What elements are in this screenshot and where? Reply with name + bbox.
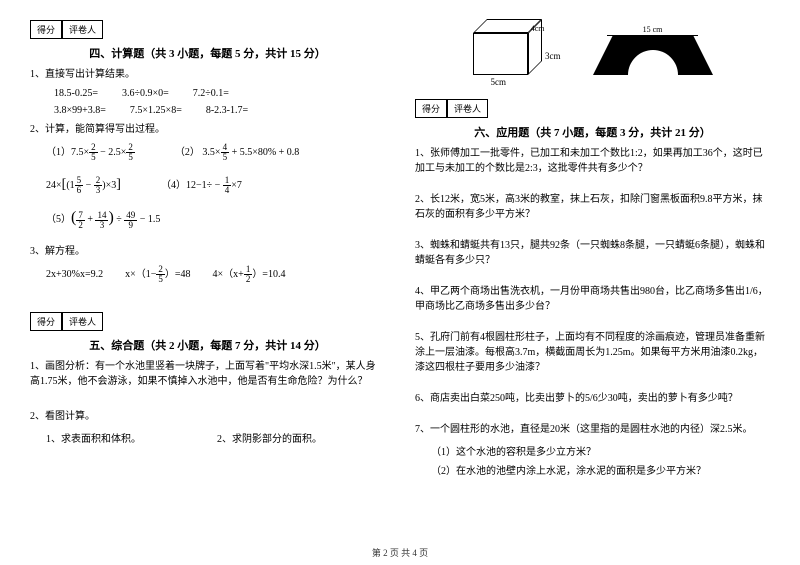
fraction: 72 xyxy=(76,211,85,230)
grader-label: 评卷人 xyxy=(447,99,488,118)
page-footer: 第 2 页 共 4 页 xyxy=(0,546,800,559)
section-4-title: 四、计算题（共 3 小题，每题 5 分，共计 15 分） xyxy=(30,45,385,61)
expr-text: ×3 xyxy=(106,180,117,191)
expr-4: （4）12−1÷ − 14×7 xyxy=(161,176,242,195)
expr-text: （4）12−1÷ xyxy=(161,180,212,191)
score-box: 得分 评卷人 xyxy=(30,20,103,39)
expr-text: − 2.5× xyxy=(98,147,127,158)
cube-depth-label: 3cm xyxy=(545,51,561,61)
calc-expr: 7.5×1.25×8= xyxy=(130,105,182,116)
q5-2a: 1、求表面积和体积。 xyxy=(46,430,141,445)
expr-row-2: 24×[(156 − 23)×3] （4）12−1÷ − 14×7 xyxy=(46,176,385,195)
score-label: 得分 xyxy=(30,20,62,39)
expr-text: （1）7.5× xyxy=(46,147,89,158)
fraction: 56 xyxy=(75,176,84,195)
expr-3: 24×[(156 − 23)×3] xyxy=(46,176,121,195)
fraction: 25 xyxy=(126,143,135,162)
calc-expr: 3.8×99+3.8= xyxy=(54,105,106,116)
expr-text: − xyxy=(212,180,223,191)
grader-label: 评卷人 xyxy=(62,20,103,39)
trapezoid-icon xyxy=(593,35,713,75)
expr-row-1: （1）7.5×25 − 2.5×25 （2） 3.5×45 + 5.5×80% … xyxy=(46,143,385,162)
fraction: 499 xyxy=(124,211,137,230)
cube-height-label: 4cm xyxy=(531,24,545,33)
equation: 2x+30%x=9.2 xyxy=(46,269,103,280)
fraction: 25 xyxy=(156,265,165,284)
section-6-title: 六、应用题（共 7 小题，每题 3 分，共计 21 分） xyxy=(415,124,770,140)
q6-6: 6、商店卖出白菜250吨，比卖出萝卜的5/6少30吨，卖出的萝卜有多少吨？ xyxy=(415,391,770,406)
calc-row-2: 3.8×99+3.8= 7.5×1.25×8= 8-2.3-1.7= xyxy=(54,105,385,116)
expr-row-3: （5）(72 + 143) ÷ 499 − 1.5 xyxy=(46,209,385,229)
calc-expr: 18.5-0.25= xyxy=(54,88,98,99)
q5-2-subs: 1、求表面积和体积。 2、求阴影部分的面积。 xyxy=(30,430,385,449)
left-column: 得分 评卷人 四、计算题（共 3 小题，每题 5 分，共计 15 分） 1、直接… xyxy=(30,20,385,481)
q5-2b: 2、求阴影部分的面积。 xyxy=(217,430,322,445)
fraction: 143 xyxy=(95,211,108,230)
equation: x×（1−25）=48 xyxy=(125,265,190,284)
calc-expr: 3.6÷0.9×0= xyxy=(122,88,169,99)
expr-text: − 1.5 xyxy=(137,214,160,225)
q6-7a: （1）这个水池的容积是多少立方米？ xyxy=(431,443,770,458)
q6-7: 7、一个圆柱形的水池，直径是20米（这里指的是圆柱水池的内径）深2.5米。 xyxy=(415,422,770,437)
expr-text: 24× xyxy=(46,180,62,191)
trapezoid-figure: 15 cm xyxy=(593,24,713,75)
right-column: 4cm 3cm 5cm 15 cm 得分 评卷人 六、应用题（共 7 小题，每题… xyxy=(415,20,770,481)
q6-4: 4、甲乙两个商场出售洗衣机，一月份甲商场共售出980台，比乙商场多售出1/6，甲… xyxy=(415,284,770,314)
q6-2: 2、长12米，宽5米，高3米的教室，抹上石灰，扣除门窗黑板面积9.8平方米，抹石… xyxy=(415,192,770,222)
score-box: 得分 评卷人 xyxy=(30,312,103,331)
expr-text: ×7 xyxy=(231,180,242,191)
fraction: 14 xyxy=(223,176,232,195)
expr-text: （2） xyxy=(175,147,200,158)
expr-text: 3.5× xyxy=(202,147,220,158)
calc-expr: 8-2.3-1.7= xyxy=(206,105,248,116)
q6-1: 1、张师傅加工一批零件，已加工和未加工个数比1:2，如果再加工36个，这时已加工… xyxy=(415,146,770,176)
q6-7b: （2）在水池的池壁内涂上水泥，涂水泥的面积是多少平方米？ xyxy=(431,462,770,477)
fraction: 23 xyxy=(94,176,103,195)
expr-text: + xyxy=(85,214,96,225)
q4-1: 1、直接写出计算结果。 xyxy=(30,67,385,82)
calc-expr: 7.2÷0.1= xyxy=(193,88,229,99)
fraction: 25 xyxy=(89,143,98,162)
expr-1: （1）7.5×25 − 2.5×25 xyxy=(46,143,135,162)
expr-5: （5）(72 + 143) ÷ 499 − 1.5 xyxy=(46,209,160,229)
equation: 4×（x+12）=10.4 xyxy=(213,265,286,284)
expr-2: （2） 3.5×45 + 5.5×80% + 0.8 xyxy=(175,143,299,162)
cuboid-figure: 4cm 3cm 5cm xyxy=(473,20,543,75)
eq-row: 2x+30%x=9.2 x×（1−25）=48 4×（x+12）=10.4 xyxy=(46,265,385,284)
expr-text: （5） xyxy=(46,214,71,225)
section-5-title: 五、综合题（共 2 小题，每题 7 分，共计 14 分） xyxy=(30,337,385,353)
calc-row-1: 18.5-0.25= 3.6÷0.9×0= 7.2÷0.1= xyxy=(54,88,385,99)
figures-row: 4cm 3cm 5cm 15 cm xyxy=(415,20,770,75)
q5-1: 1、画图分析：有一个水池里竖着一块牌子，上面写着"平均水深1.5米"，某人身高1… xyxy=(30,359,385,389)
grader-label: 评卷人 xyxy=(62,312,103,331)
expr-text: + 5.5×80% + 0.8 xyxy=(229,147,299,158)
trap-top-label: 15 cm xyxy=(607,25,699,36)
fraction: 45 xyxy=(221,143,230,162)
q4-3: 3、解方程。 xyxy=(30,244,385,259)
q6-3: 3、蜘蛛和蜻蜓共有13只，腿共92条（一只蜘蛛8条腿，一只蜻蜓6条腿），蜘蛛和蜻… xyxy=(415,238,770,268)
expr-text: − xyxy=(83,180,94,191)
cube-width-label: 5cm xyxy=(491,77,507,87)
score-box: 得分 评卷人 xyxy=(415,99,488,118)
expr-text: ÷ xyxy=(114,214,125,225)
q6-5: 5、孔府门前有4根圆柱形柱子，上面均有不同程度的涂画痕迹，管理员准备重新涂上一层… xyxy=(415,330,770,375)
score-label: 得分 xyxy=(415,99,447,118)
q5-2: 2、看图计算。 xyxy=(30,409,385,424)
score-label: 得分 xyxy=(30,312,62,331)
q4-2: 2、计算，能简算得写出过程。 xyxy=(30,122,385,137)
